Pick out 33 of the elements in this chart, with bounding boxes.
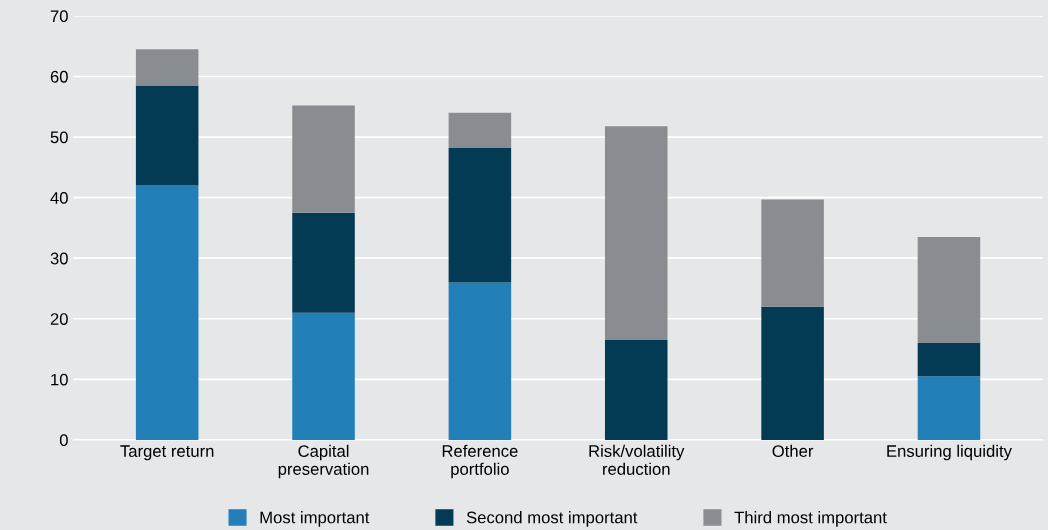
bar xyxy=(604,126,668,340)
legend-label: Third most important xyxy=(734,511,887,527)
bar xyxy=(292,105,355,213)
x-tick-label: Risk/volatility reduction xyxy=(589,444,685,475)
bar xyxy=(135,85,199,186)
bar xyxy=(761,306,824,440)
bar xyxy=(917,236,981,343)
y-tick-label: 60 xyxy=(50,70,68,83)
legend-label: Second most important xyxy=(466,511,638,527)
bar xyxy=(448,147,512,283)
y-tick-label: 70 xyxy=(50,10,68,23)
bar xyxy=(448,282,512,440)
bar xyxy=(604,339,668,440)
y-tick-label: 20 xyxy=(50,313,68,325)
y-tick-label: 50 xyxy=(50,131,68,144)
legend-label: Most important xyxy=(260,511,370,527)
bar xyxy=(292,312,355,440)
bar xyxy=(761,199,824,307)
y-tick-label: 0 xyxy=(59,434,68,447)
y-tick-label: 10 xyxy=(51,373,68,386)
bar xyxy=(292,212,355,313)
y-tick-label: 40 xyxy=(50,192,68,204)
bar xyxy=(135,185,199,440)
y-tick-label: 30 xyxy=(50,252,68,265)
x-tick-label: Target return xyxy=(120,445,214,461)
bar xyxy=(448,112,512,148)
x-tick-label: Capital preservation xyxy=(278,444,369,479)
bar xyxy=(917,376,981,440)
x-tick-label: Other xyxy=(772,444,814,457)
x-tick-label: Reference portfolio xyxy=(442,444,518,479)
bar xyxy=(917,342,981,377)
x-tick-label: Ensuring liquidity xyxy=(887,444,1012,461)
bar xyxy=(135,49,199,86)
